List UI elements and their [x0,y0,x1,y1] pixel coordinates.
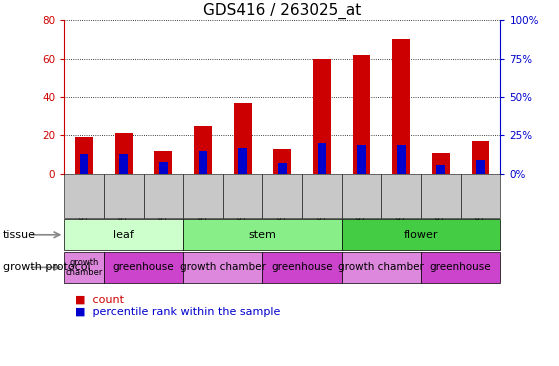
Bar [278,163,287,174]
Text: growth chamber: growth chamber [338,262,424,272]
Bar [397,145,406,174]
Bar [120,154,128,174]
Bar [183,174,223,218]
Text: greenhouse: greenhouse [271,262,333,272]
Text: greenhouse: greenhouse [430,262,491,272]
Bar [64,174,104,218]
Bar [115,134,132,174]
Bar [234,103,252,174]
Bar [353,55,371,174]
Bar [104,252,183,283]
Bar [80,154,88,174]
Text: greenhouse: greenhouse [113,262,174,272]
Text: growth protocol: growth protocol [3,262,91,272]
Bar [183,219,342,250]
Bar [381,174,421,218]
Bar [223,174,263,218]
Bar [421,252,500,283]
Bar [342,252,421,283]
Bar [75,137,93,174]
Bar [318,143,326,174]
Bar [357,145,366,174]
Text: ■  percentile rank within the sample: ■ percentile rank within the sample [75,307,281,317]
Bar [64,252,104,283]
Bar [432,153,450,174]
Bar [144,174,183,218]
Title: GDS416 / 263025_at: GDS416 / 263025_at [203,3,362,19]
Text: leaf: leaf [113,230,134,240]
Text: stem: stem [249,230,276,240]
Bar [198,151,207,174]
Bar [104,174,144,218]
Text: growth chamber: growth chamber [180,262,266,272]
Bar [263,174,302,218]
Bar [472,141,490,174]
Bar [421,174,461,218]
Text: flower: flower [404,230,438,240]
Bar [476,160,485,174]
Bar [154,151,172,174]
Bar [263,252,342,283]
Bar [183,252,263,283]
Bar [302,174,342,218]
Text: tissue: tissue [3,230,36,240]
Bar [313,59,331,174]
Bar [461,174,500,218]
Bar [392,40,410,174]
Bar [64,219,183,250]
Bar [159,161,168,174]
Text: ■  count: ■ count [75,294,125,305]
Bar [194,126,212,174]
Bar [238,148,247,174]
Bar [437,165,445,174]
Bar [342,174,381,218]
Bar [273,149,291,174]
Bar [342,219,500,250]
Text: growth
chamber: growth chamber [65,258,103,277]
